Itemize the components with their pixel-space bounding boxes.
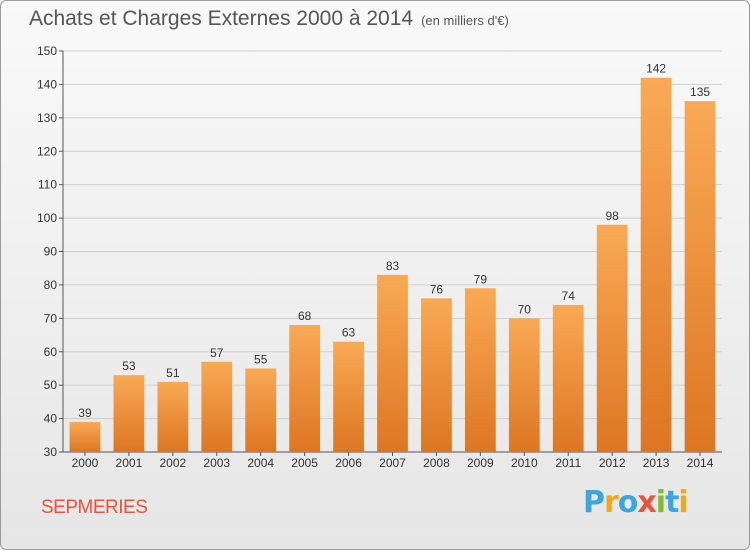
logo-letter: r [604,485,619,520]
chart-title: Achats et Charges Externes 2000 à 2014 (e… [29,7,509,31]
data-label-2014: 135 [690,85,710,99]
bar-2000 [69,421,101,452]
x-tick-label-2000: 2000 [72,456,99,470]
y-tick-label-120: 120 [37,144,57,158]
y-tick-label-70: 70 [44,311,58,325]
logo-letter: o [617,485,639,520]
data-label-2010: 70 [518,302,532,316]
data-label-2000: 39 [78,406,92,420]
proxiti-logo[interactable]: Proxiti [583,485,689,520]
bar-2013 [640,77,672,452]
y-tick-label-30: 30 [44,445,58,459]
x-tick-label-2002: 2002 [159,456,186,470]
x-tick-label-2006: 2006 [335,456,362,470]
logo-letter: i [678,485,688,520]
bar-2004 [245,368,277,452]
x-tick-label-2004: 2004 [247,456,274,470]
x-tick-label-2003: 2003 [203,456,230,470]
bar-2003 [201,361,233,452]
chart-title-text: Achats et Charges Externes 2000 à 2014 [29,7,414,30]
x-tick-label-2005: 2005 [291,456,318,470]
data-label-2012: 98 [605,209,619,223]
x-tick-label-2007: 2007 [379,456,406,470]
y-tick-label-110: 110 [38,178,57,192]
bars [69,77,716,452]
bar-2005 [289,325,321,452]
y-tick-label-80: 80 [44,278,58,292]
bar-2010 [508,318,540,452]
x-tick-label-2011: 2011 [555,456,581,470]
data-label-2011: 74 [562,289,576,303]
bar-2007 [377,274,408,452]
bar-2008 [421,298,452,452]
y-tick-label-100: 100 [37,211,57,225]
chart-subtitle: (en milliers d'€) [421,13,509,28]
x-tick-label-2009: 2009 [467,456,494,470]
data-label-2004: 55 [254,352,268,366]
y-tick-label-150: 150 [37,44,57,58]
x-tick-label-2012: 2012 [599,456,626,470]
data-label-2003: 57 [210,346,224,360]
y-tick-label-130: 130 [37,111,57,125]
x-tick-label-2013: 2013 [643,456,670,470]
y-tick-label-60: 60 [44,345,58,359]
data-label-2008: 76 [430,282,444,296]
logo-letter: i [655,485,666,520]
bar-2001 [113,375,145,452]
data-label-2001: 53 [122,359,136,373]
bar-2011 [552,304,584,452]
axes: 30 40 50 60 70 80 90 100 110 120 130 140 150 2000 2001… [37,44,722,470]
x-tick-label-2001: 2001 [116,456,143,470]
data-label-2006: 63 [342,326,356,340]
data-labels: 39 53 51 57 55 68 63 83 76 79 70 74 98 142 135 [78,62,710,420]
data-label-2005: 68 [298,309,312,323]
y-tick-label-140: 140 [37,77,57,91]
x-tick-label-2008: 2008 [423,456,450,470]
data-label-2007: 83 [386,259,400,273]
y-tick-label-90: 90 [44,245,58,259]
bar-2014 [684,101,716,452]
bar-2002 [157,381,189,452]
data-label-2009: 79 [474,272,488,286]
logo-letter: t [665,485,679,520]
logo-letter: P [583,485,605,520]
bar-2009 [464,288,496,452]
x-tick-label-2010: 2010 [511,456,538,470]
y-tick-label-40: 40 [44,412,58,426]
bar-2012 [596,224,628,452]
commune-name: SEPMERIES [41,497,148,518]
logo-letter: x [637,485,656,520]
x-tick-label-2014: 2014 [687,456,714,470]
data-label-2013: 142 [646,62,666,76]
data-label-2002: 51 [166,366,180,380]
y-tick-label-50: 50 [44,378,58,392]
bar-2006 [333,341,364,452]
